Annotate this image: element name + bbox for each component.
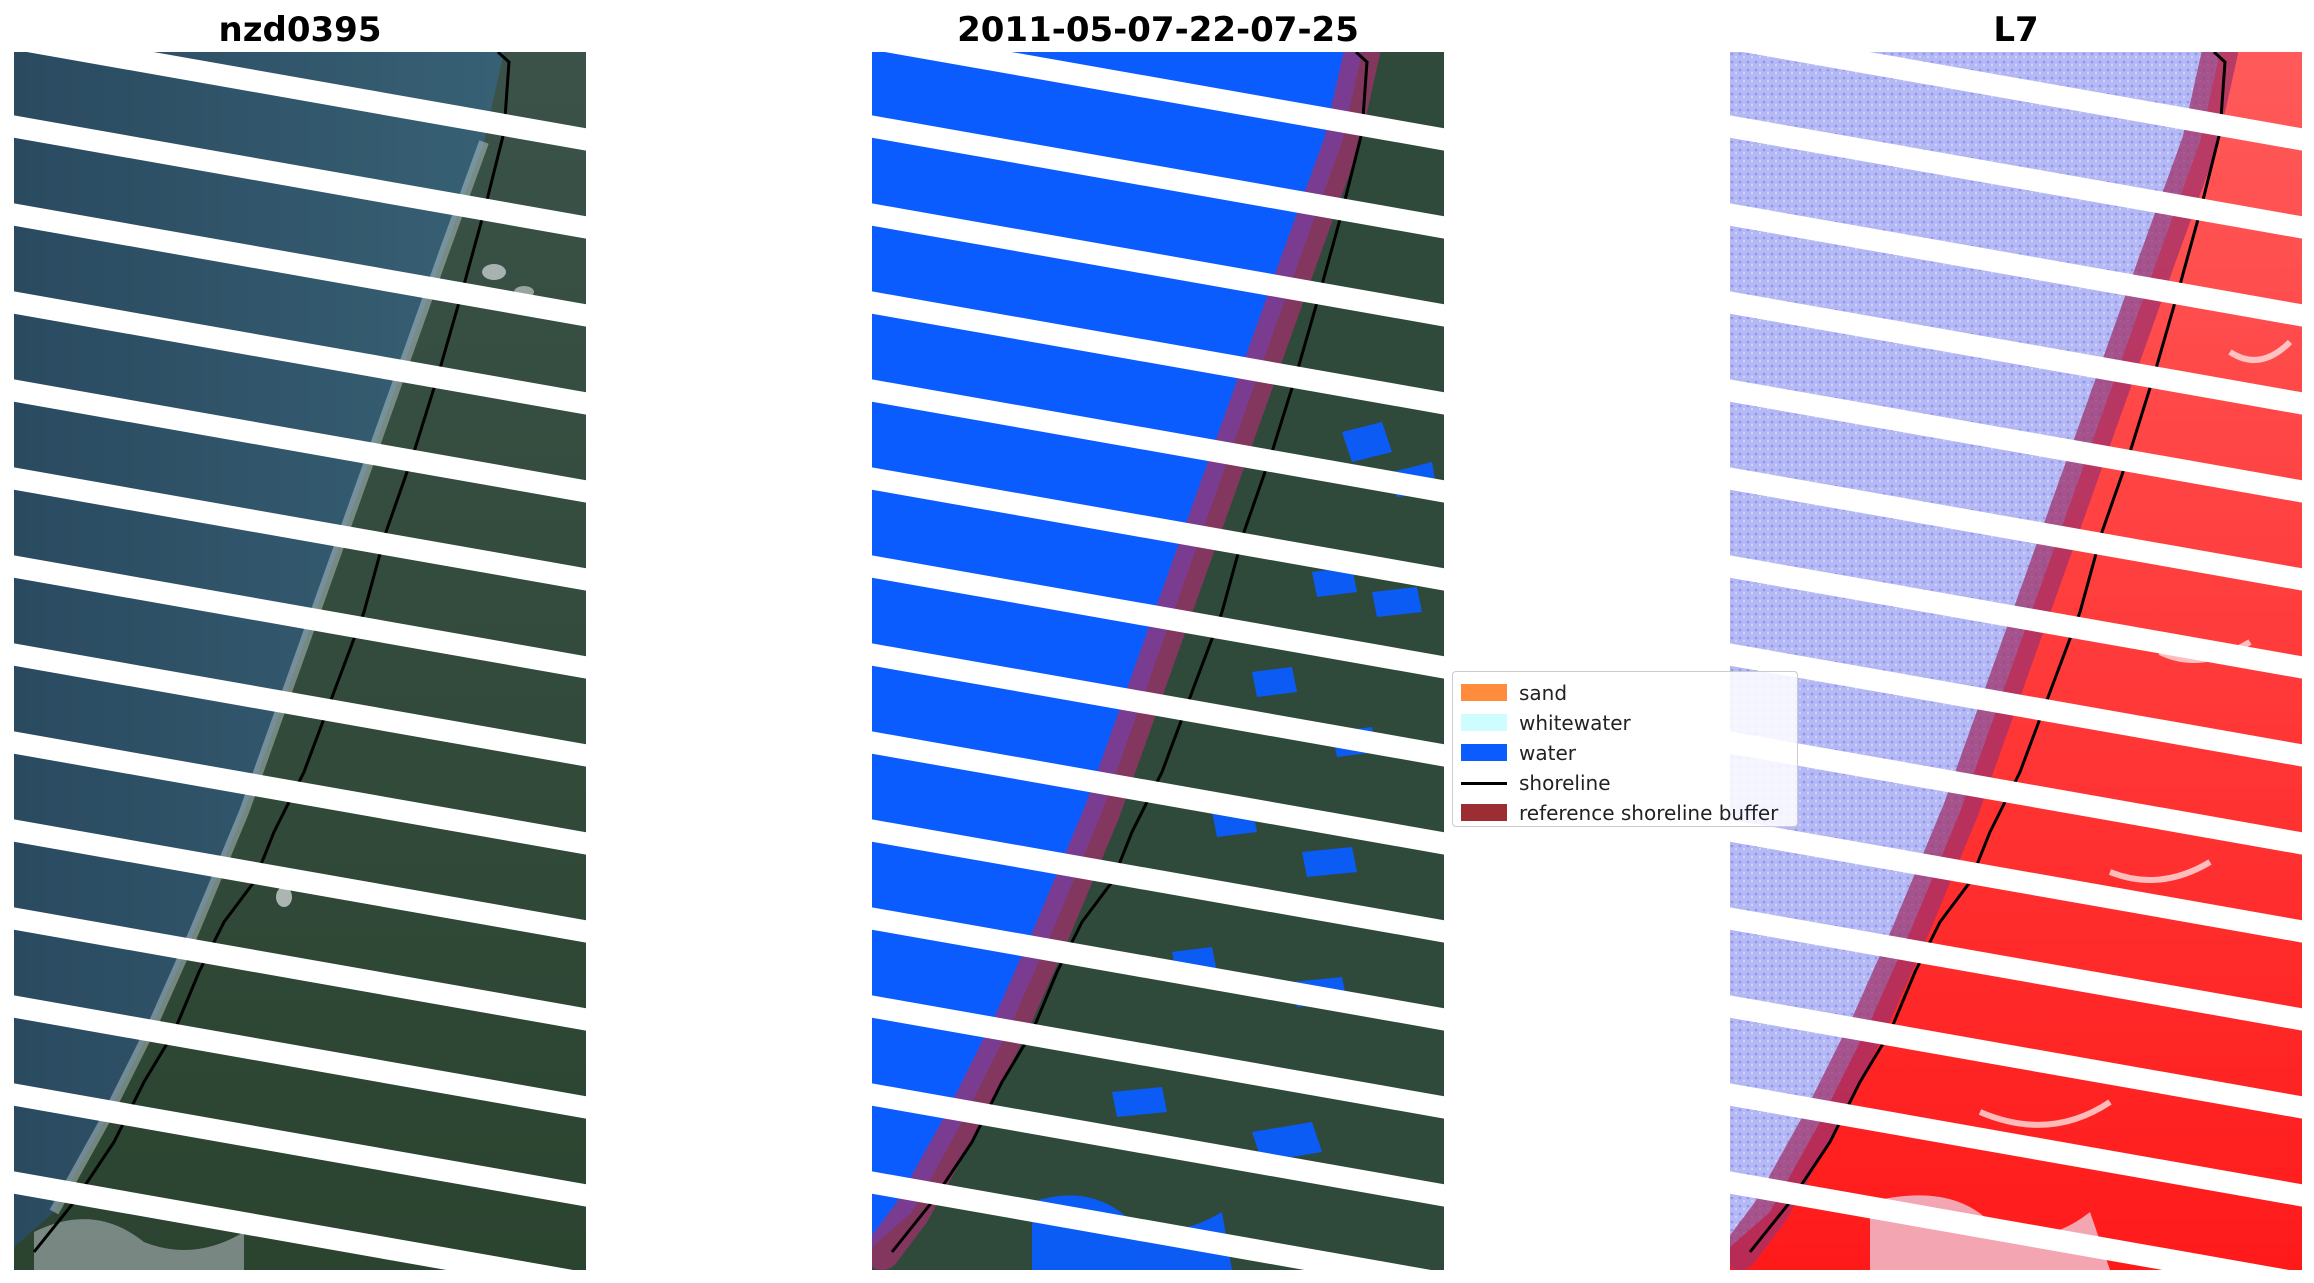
detected-shoreline: [32, 52, 511, 1253]
whitewater-swatch: [1461, 714, 1507, 731]
legend-item-shoreline: shoreline: [1453, 768, 1797, 798]
rgb-image-panel: [14, 52, 586, 1270]
reference-shoreline-buffer: [872, 52, 1380, 1270]
shoreline-line-swatch: [1461, 782, 1507, 785]
classified-image: [872, 52, 1444, 1270]
legend-item-whitewater: whitewater: [1453, 708, 1797, 738]
legend-item-reference-buffer: reference shoreline buffer: [1453, 798, 1797, 828]
legend-label: whitewater: [1519, 711, 1631, 735]
legend: sand whitewater water shoreline referenc…: [1452, 671, 1798, 827]
detected-shoreline: [890, 52, 1369, 1253]
legend-label: shoreline: [1519, 771, 1611, 795]
legend-label: sand: [1519, 681, 1568, 705]
sand-swatch: [1461, 684, 1507, 701]
rgb-image: [14, 52, 586, 1270]
reference-shoreline-buffer: [1730, 52, 2238, 1270]
legend-label: water: [1519, 741, 1576, 765]
index-image-panel: [1730, 52, 2302, 1270]
right-panel-title: L7: [1993, 10, 2039, 50]
water-swatch: [1461, 744, 1507, 761]
scan-line-gaps: [14, 52, 586, 1270]
left-panel-title: nzd0395: [218, 10, 382, 50]
scan-line-gaps: [1730, 52, 2302, 1270]
classified-image-panel: [872, 52, 1444, 1270]
index-image: [1730, 52, 2302, 1270]
buffer-swatch: [1461, 804, 1507, 821]
detected-shoreline: [1748, 52, 2227, 1253]
legend-item-sand: sand: [1453, 678, 1797, 708]
legend-label: reference shoreline buffer: [1519, 801, 1779, 825]
middle-panel-title: 2011-05-07-22-07-25: [957, 10, 1359, 50]
scan-line-gaps: [872, 52, 1444, 1270]
legend-item-water: water: [1453, 738, 1797, 768]
